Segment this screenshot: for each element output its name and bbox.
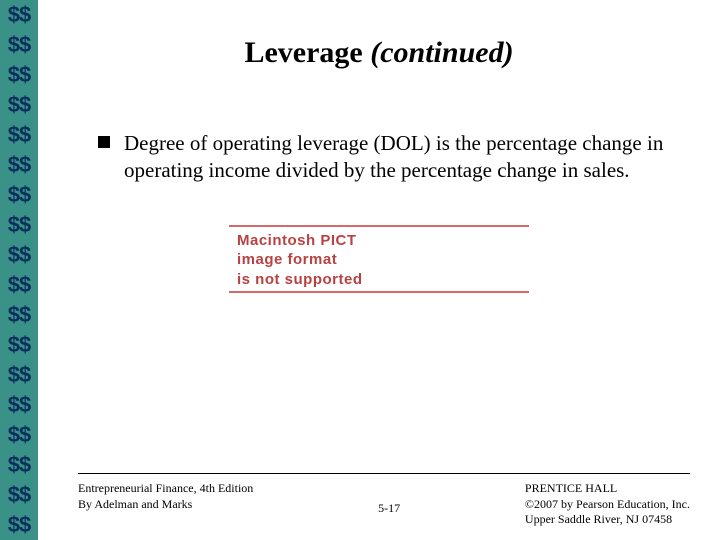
footer-left: Entrepreneurial Finance, 4th Edition By … — [78, 481, 253, 512]
dollar-symbol: $$ — [0, 510, 38, 540]
footer-book-title: Entrepreneurial Finance, 4th Edition — [78, 481, 253, 497]
dollar-symbol: $$ — [0, 390, 38, 420]
slide-content: Leverage (continued) Degree of operating… — [38, 0, 720, 540]
pict-line1: Macintosh PICT — [237, 231, 521, 251]
dollar-symbol: $$ — [0, 300, 38, 330]
bullet-square-icon — [98, 136, 110, 148]
bullet-item: Degree of operating leverage (DOL) is th… — [38, 130, 720, 185]
dollar-symbol: $$ — [0, 210, 38, 240]
dollar-symbol: $$ — [0, 120, 38, 150]
dollar-symbol: $$ — [0, 360, 38, 390]
dollar-symbol: $$ — [0, 450, 38, 480]
dollar-symbol: $$ — [0, 330, 38, 360]
dollar-symbol: $$ — [0, 480, 38, 510]
sidebar-dollar-strip: $$$$$$$$$$$$$$$$$$$$$$$$$$$$$$$$$$$$ — [0, 0, 38, 540]
dollar-symbol: $$ — [0, 270, 38, 300]
bullet-text: Degree of operating leverage (DOL) is th… — [124, 130, 680, 185]
footer-authors: By Adelman and Marks — [78, 497, 253, 513]
dollar-symbol: $$ — [0, 90, 38, 120]
footer-address: Upper Saddle River, NJ 07458 — [525, 512, 690, 528]
pict-error-box: Macintosh PICT image format is not suppo… — [229, 225, 529, 293]
dollar-symbol: $$ — [0, 420, 38, 450]
dollar-symbol: $$ — [0, 240, 38, 270]
dollar-symbol: $$ — [0, 0, 38, 30]
slide-title: Leverage (continued) — [38, 36, 720, 70]
footer: Entrepreneurial Finance, 4th Edition By … — [78, 481, 690, 528]
footer-page-number: 5-17 — [378, 501, 400, 528]
title-suffix: (continued) — [370, 36, 513, 69]
dollar-symbol: $$ — [0, 60, 38, 90]
pict-line2: image format — [237, 250, 521, 270]
pict-line3: is not supported — [237, 270, 521, 290]
title-main: Leverage — [244, 36, 362, 69]
dollar-symbol: $$ — [0, 30, 38, 60]
footer-right: PRENTICE HALL ©2007 by Pearson Education… — [525, 481, 690, 528]
footer-publisher: PRENTICE HALL — [525, 481, 690, 497]
footer-copyright: ©2007 by Pearson Education, Inc. — [525, 497, 690, 513]
dollar-symbol: $$ — [0, 180, 38, 210]
dollar-symbol: $$ — [0, 150, 38, 180]
footer-divider — [78, 473, 690, 474]
